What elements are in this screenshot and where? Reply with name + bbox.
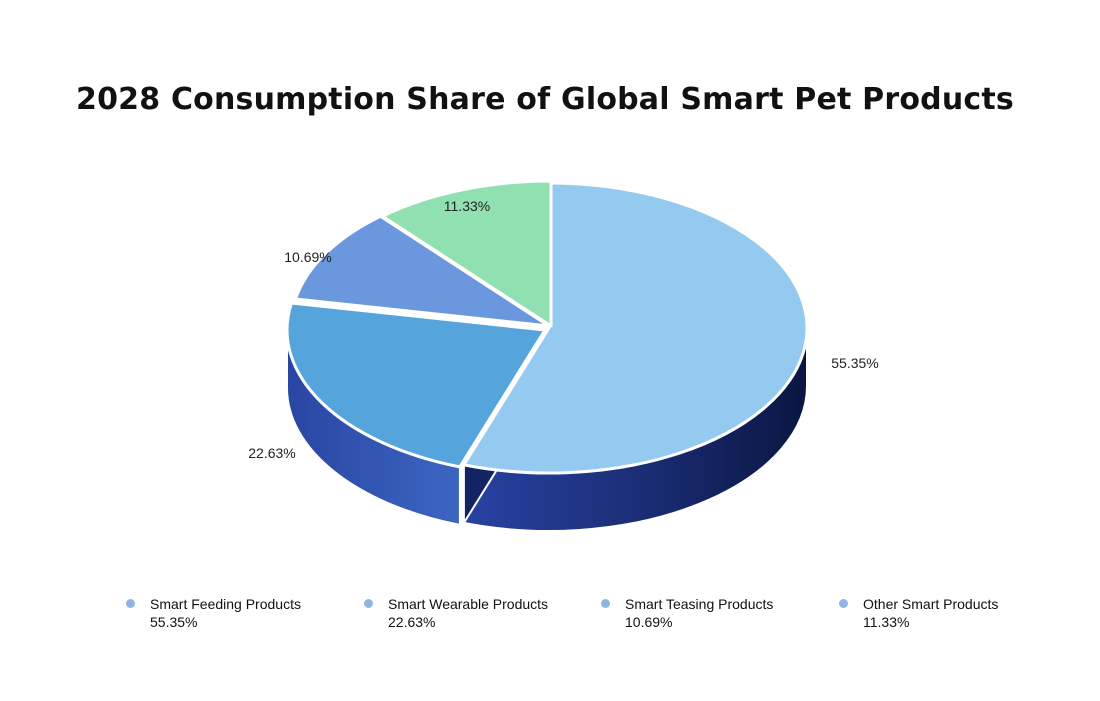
legend-label: Smart Teasing Products 10.69% bbox=[625, 596, 774, 630]
pie-data-label: 22.63% bbox=[248, 445, 295, 461]
pie-slice bbox=[380, 179, 553, 328]
legend-marker-icon bbox=[126, 599, 135, 608]
legend-label: Other Smart Products 11.33% bbox=[863, 596, 999, 630]
pie-top-faces bbox=[285, 179, 809, 475]
pie-slice bbox=[285, 301, 547, 469]
chart-title: 2028 Consumption Share of Global Smart P… bbox=[76, 82, 1014, 117]
legend-label: Smart Feeding Products 55.35% bbox=[150, 596, 301, 630]
legend: Smart Feeding Products 55.35% Smart Wear… bbox=[120, 594, 1020, 644]
pie-slice bbox=[294, 214, 551, 328]
pie-data-label: 55.35% bbox=[831, 355, 878, 371]
pie-data-label: 10.69% bbox=[284, 249, 331, 265]
pie-data-labels: 55.35% 22.63% 10.69% 11.33% bbox=[248, 198, 878, 461]
legend-label: Smart Wearable Products 22.63% bbox=[388, 596, 549, 630]
legend-marker-icon bbox=[839, 599, 848, 608]
legend-marker-icon bbox=[601, 599, 610, 608]
legend-marker-icon bbox=[364, 599, 373, 608]
pie-data-label: 11.33% bbox=[444, 198, 490, 214]
